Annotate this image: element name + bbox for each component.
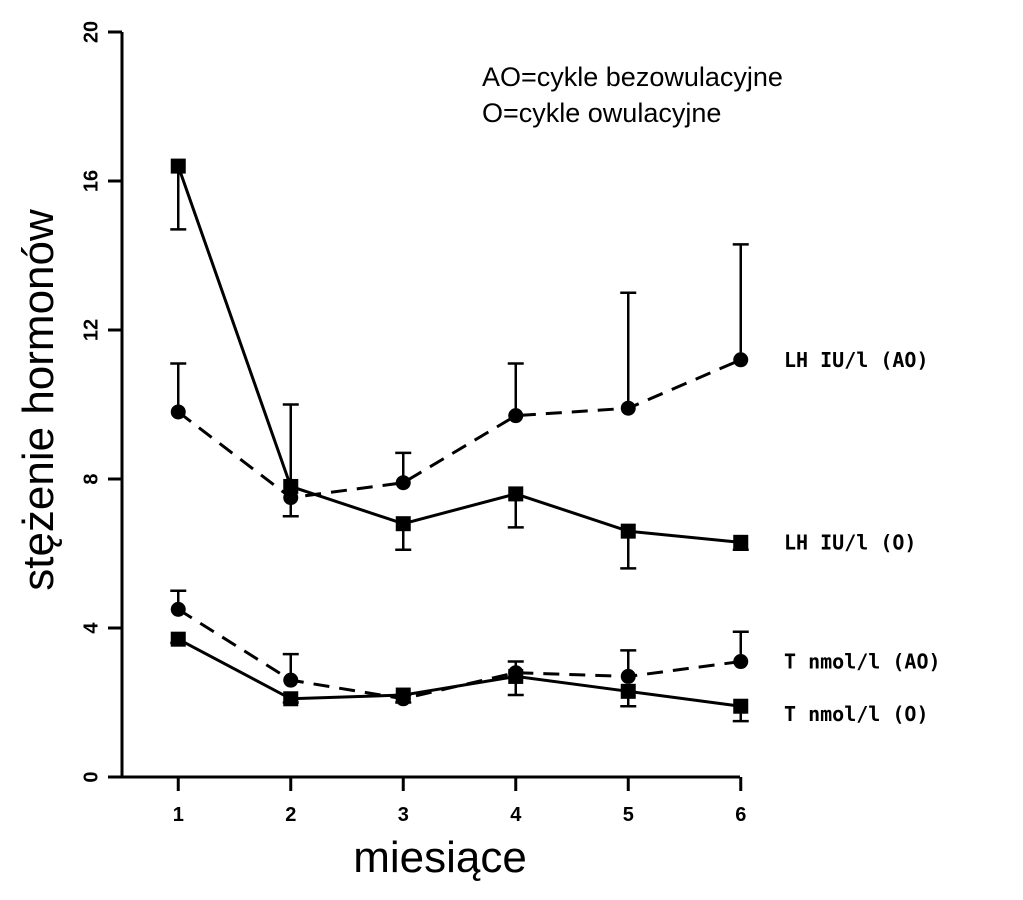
legend-entry-o: O=cykle owulacyjne — [482, 98, 721, 128]
data-point — [508, 668, 524, 684]
y-tick-label: 8 — [80, 473, 102, 484]
data-point — [508, 408, 524, 424]
series-label: T nmol/l (AO) — [784, 650, 941, 674]
y-tick-label: 4 — [80, 622, 102, 634]
x-tick-label: 2 — [285, 804, 296, 826]
series-2: T nmol/l (AO) — [170, 589, 941, 707]
data-point — [620, 400, 636, 416]
data-point — [283, 691, 299, 707]
y-tick-label: 12 — [80, 319, 102, 341]
series-line — [177, 637, 741, 708]
data-point — [620, 668, 636, 684]
x-tick-label: 3 — [398, 804, 409, 826]
x-tick-label: 4 — [510, 804, 522, 826]
series-label: T nmol/l (O) — [784, 702, 929, 726]
data-point — [395, 687, 411, 703]
series-3: T nmol/l (O) — [170, 631, 929, 726]
data-point — [170, 631, 186, 647]
data-point — [170, 601, 186, 617]
y-tick-label: 16 — [80, 170, 102, 192]
data-point — [733, 352, 749, 368]
data-point — [283, 672, 299, 688]
x-tick-label: 1 — [173, 804, 184, 826]
data-point — [395, 516, 411, 532]
series-1: LH IU/l (O) — [170, 158, 916, 570]
data-point — [508, 486, 524, 502]
axes — [120, 32, 740, 779]
x-axis-title: miesiące — [353, 833, 527, 882]
data-point — [170, 404, 186, 420]
series-label: LH IU/l (AO) — [784, 348, 929, 372]
data-point — [620, 683, 636, 699]
data-point — [170, 158, 186, 174]
series-line — [176, 165, 741, 544]
series-layer: LH IU/l (AO) LH IU/l (O) T nmol/l (AO) T nm… — [170, 158, 941, 726]
data-point — [395, 475, 411, 491]
data-point — [620, 523, 636, 539]
y-tick-label: 0 — [80, 771, 102, 782]
y-axis-title: stężenie hormonów — [14, 209, 63, 591]
data-point — [283, 478, 299, 494]
data-point — [733, 698, 749, 714]
x-tick-label: 5 — [623, 804, 634, 826]
series-line — [177, 358, 742, 500]
y-tick-label: 20 — [80, 21, 102, 43]
data-point — [733, 534, 749, 550]
x-tick-label: 6 — [735, 804, 746, 826]
data-point — [733, 654, 749, 670]
series-label: LH IU/l (O) — [784, 530, 916, 554]
legend-entry-ao: AO=cykle bezowulacyjne — [482, 62, 783, 92]
series-line — [177, 608, 741, 701]
